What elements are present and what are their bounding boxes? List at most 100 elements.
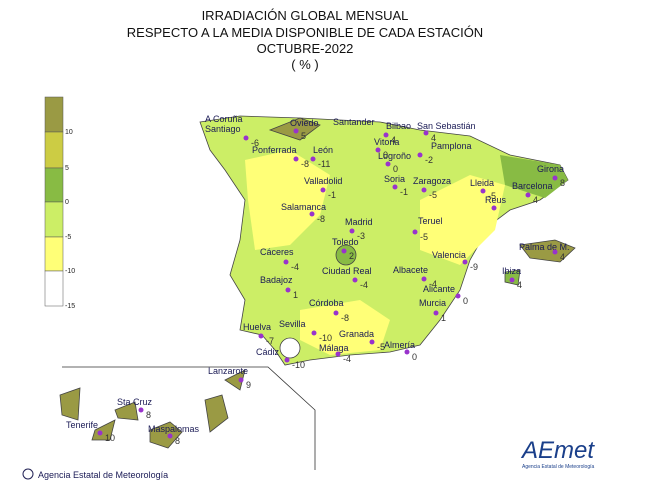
legend-label: 10 <box>65 129 73 136</box>
station-value: 10 <box>105 433 115 443</box>
station-dot <box>421 276 427 282</box>
station-value: -4 <box>429 279 437 289</box>
station-value: -1 <box>328 190 336 200</box>
station-dot <box>509 277 515 283</box>
station-dot <box>293 128 299 134</box>
station-dot <box>320 187 326 193</box>
station-dot <box>335 351 341 357</box>
station-dot <box>552 249 558 255</box>
frame-lines <box>62 366 316 470</box>
footer: Agencia Estatal de Meteorología AEmet Ag… <box>22 437 595 480</box>
station-value: 0 <box>412 352 417 362</box>
station-name: Valladolid <box>304 176 342 186</box>
copyright-icon <box>22 468 34 480</box>
station-dot <box>333 310 339 316</box>
station-name: Pamplona <box>431 141 472 151</box>
station-dot <box>311 330 317 336</box>
station-name: Sta Cruz <box>117 397 153 407</box>
legend-label: -15 <box>65 303 75 310</box>
station-name: Cádiz <box>256 347 280 357</box>
station-name: Barcelona <box>512 181 553 191</box>
station-value: 1 <box>293 290 298 300</box>
station-value: -5 <box>420 232 428 242</box>
station-dot <box>309 211 315 217</box>
legend-label: -10 <box>65 268 75 275</box>
station-dot <box>349 228 355 234</box>
station-name: Zaragoza <box>413 176 451 186</box>
station-dot <box>97 430 103 436</box>
station-value: -5 <box>377 342 385 352</box>
station-name: Sevilla <box>279 319 306 329</box>
credit: Agencia Estatal de Meteorología <box>38 470 168 480</box>
station-name: Murcia <box>419 298 446 308</box>
station-value: -3 <box>357 231 365 241</box>
station-value: -8 <box>341 313 349 323</box>
station-name: Soria <box>384 174 405 184</box>
station-dot <box>284 357 290 363</box>
station-value: -11 <box>318 159 330 169</box>
station-value: -6 <box>251 138 259 148</box>
station-value: 5 <box>301 131 306 141</box>
legend-swatch <box>44 270 64 307</box>
station-name: Logroño <box>378 151 411 161</box>
station-dot <box>138 407 144 413</box>
station-value: 8 <box>146 410 151 420</box>
station-dot <box>293 156 299 162</box>
station-name: Maspalomas <box>148 424 200 434</box>
station-name: Ciudad Real <box>322 266 372 276</box>
station-name: Santiago <box>205 124 241 134</box>
station-dot <box>423 130 429 136</box>
station-value: -9 <box>470 262 478 272</box>
station-name: Badajoz <box>260 275 293 285</box>
station-dot <box>385 161 391 167</box>
station-dot <box>552 175 558 181</box>
station-name: San Sebastián <box>417 121 476 131</box>
station-dot <box>491 205 497 211</box>
legend-bar <box>44 96 64 307</box>
station-value: 4 <box>391 135 396 145</box>
station-name: Lleida <box>470 178 494 188</box>
station-name: Salamanca <box>281 202 326 212</box>
station-value: -5 <box>488 191 496 201</box>
station-name: A Coruña <box>205 114 243 124</box>
land <box>59 115 576 449</box>
station-name: Palma de M. <box>519 242 570 252</box>
station-value: -8 <box>301 159 309 169</box>
legend-label: 5 <box>65 165 69 172</box>
station-name: Oviedo <box>290 118 319 128</box>
station-value: -1 <box>400 187 408 197</box>
title-line: RESPECTO A LA MEDIA DISPONIBLE DE CADA E… <box>127 25 483 40</box>
station-name: León <box>313 145 333 155</box>
station-name: Alicante <box>423 284 455 294</box>
station-dot <box>167 433 173 439</box>
logo-sub: Agencia Estatal de Meteorología <box>522 464 594 470</box>
station-value: 0 <box>463 296 468 306</box>
station-dot <box>417 152 423 158</box>
station-dot <box>412 229 418 235</box>
station-dot <box>243 135 249 141</box>
station-name: Albacete <box>393 265 428 275</box>
station-value: -4 <box>360 280 368 290</box>
station-dot <box>341 248 347 254</box>
station-name: Bilbao <box>386 121 411 131</box>
station-dot <box>525 192 531 198</box>
station-value: -4 <box>291 262 299 272</box>
station-name: Valencia <box>432 250 466 260</box>
station-value: 0 <box>383 150 388 160</box>
station-value: 2 <box>349 251 354 261</box>
station-name: Ibiza <box>502 266 521 276</box>
station-value: 0 <box>393 164 398 174</box>
station-value: 1 <box>441 313 446 323</box>
station-value: -5 <box>429 190 437 200</box>
legend-swatch <box>44 131 64 169</box>
station-dot <box>433 310 439 316</box>
legend-label: -5 <box>65 234 71 241</box>
station-name: Lanzarote <box>208 366 248 376</box>
station-dot <box>258 333 264 339</box>
station-dot <box>283 259 289 265</box>
station-dot <box>310 156 316 162</box>
title: IRRADIACIÓN GLOBAL MENSUAL RESPECTO A LA… <box>127 8 483 72</box>
